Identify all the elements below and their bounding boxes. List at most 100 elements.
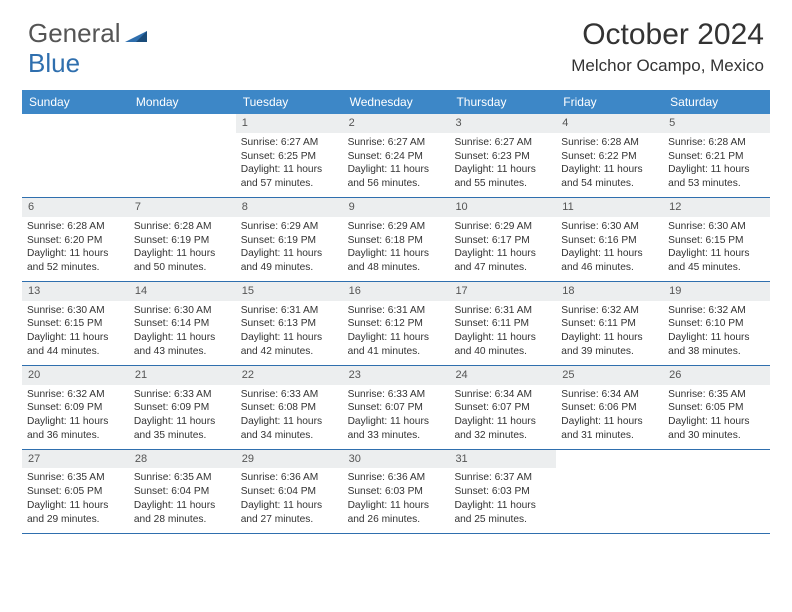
daylight-line: Daylight: 11 hours and 33 minutes. [348, 415, 445, 443]
day-number: 18 [556, 282, 663, 301]
empty-cell [663, 450, 770, 533]
day-number [556, 450, 663, 469]
daylight-line: Daylight: 11 hours and 34 minutes. [241, 415, 338, 443]
sunrise-line: Sunrise: 6:28 AM [561, 136, 658, 150]
daylight-line: Daylight: 11 hours and 38 minutes. [668, 331, 765, 359]
sunrise-line: Sunrise: 6:32 AM [561, 304, 658, 318]
sunset-line: Sunset: 6:19 PM [134, 234, 231, 248]
day-body: Sunrise: 6:30 AMSunset: 6:15 PMDaylight:… [663, 217, 770, 281]
sunrise-line: Sunrise: 6:33 AM [134, 388, 231, 402]
week-row: 27Sunrise: 6:35 AMSunset: 6:05 PMDayligh… [22, 450, 770, 534]
sunset-line: Sunset: 6:07 PM [348, 401, 445, 415]
location: Melchor Ocampo, Mexico [571, 56, 764, 76]
day-header-row: SundayMondayTuesdayWednesdayThursdayFrid… [22, 90, 770, 114]
day-number: 4 [556, 114, 663, 133]
daylight-line: Daylight: 11 hours and 50 minutes. [134, 247, 231, 275]
daylight-line: Daylight: 11 hours and 30 minutes. [668, 415, 765, 443]
day-number: 5 [663, 114, 770, 133]
day-body: Sunrise: 6:29 AMSunset: 6:17 PMDaylight:… [449, 217, 556, 281]
day-cell: 9Sunrise: 6:29 AMSunset: 6:18 PMDaylight… [343, 198, 450, 281]
day-number: 22 [236, 366, 343, 385]
day-cell: 21Sunrise: 6:33 AMSunset: 6:09 PMDayligh… [129, 366, 236, 449]
sunset-line: Sunset: 6:06 PM [561, 401, 658, 415]
sunrise-line: Sunrise: 6:28 AM [668, 136, 765, 150]
sunset-line: Sunset: 6:18 PM [348, 234, 445, 248]
day-cell: 1Sunrise: 6:27 AMSunset: 6:25 PMDaylight… [236, 114, 343, 197]
daylight-line: Daylight: 11 hours and 39 minutes. [561, 331, 658, 359]
day-number: 26 [663, 366, 770, 385]
daylight-line: Daylight: 11 hours and 41 minutes. [348, 331, 445, 359]
logo-blue-row: Blue [28, 48, 80, 79]
calendar: SundayMondayTuesdayWednesdayThursdayFrid… [22, 90, 770, 534]
daylight-line: Daylight: 11 hours and 56 minutes. [348, 163, 445, 191]
day-body: Sunrise: 6:33 AMSunset: 6:09 PMDaylight:… [129, 385, 236, 449]
daylight-line: Daylight: 11 hours and 45 minutes. [668, 247, 765, 275]
sunset-line: Sunset: 6:16 PM [561, 234, 658, 248]
daylight-line: Daylight: 11 hours and 53 minutes. [668, 163, 765, 191]
sunset-line: Sunset: 6:24 PM [348, 150, 445, 164]
day-body: Sunrise: 6:30 AMSunset: 6:14 PMDaylight:… [129, 301, 236, 365]
day-header-saturday: Saturday [663, 90, 770, 114]
day-cell: 16Sunrise: 6:31 AMSunset: 6:12 PMDayligh… [343, 282, 450, 365]
day-number: 20 [22, 366, 129, 385]
day-number: 31 [449, 450, 556, 469]
day-cell: 30Sunrise: 6:36 AMSunset: 6:03 PMDayligh… [343, 450, 450, 533]
sunset-line: Sunset: 6:22 PM [561, 150, 658, 164]
day-cell: 29Sunrise: 6:36 AMSunset: 6:04 PMDayligh… [236, 450, 343, 533]
empty-cell [129, 114, 236, 197]
day-cell: 27Sunrise: 6:35 AMSunset: 6:05 PMDayligh… [22, 450, 129, 533]
day-cell: 15Sunrise: 6:31 AMSunset: 6:13 PMDayligh… [236, 282, 343, 365]
daylight-line: Daylight: 11 hours and 49 minutes. [241, 247, 338, 275]
sunrise-line: Sunrise: 6:29 AM [454, 220, 551, 234]
day-number: 7 [129, 198, 236, 217]
day-cell: 22Sunrise: 6:33 AMSunset: 6:08 PMDayligh… [236, 366, 343, 449]
sunset-line: Sunset: 6:08 PM [241, 401, 338, 415]
sunset-line: Sunset: 6:13 PM [241, 317, 338, 331]
day-header-monday: Monday [129, 90, 236, 114]
day-cell: 5Sunrise: 6:28 AMSunset: 6:21 PMDaylight… [663, 114, 770, 197]
day-number: 17 [449, 282, 556, 301]
daylight-line: Daylight: 11 hours and 25 minutes. [454, 499, 551, 527]
sunset-line: Sunset: 6:03 PM [348, 485, 445, 499]
sunrise-line: Sunrise: 6:35 AM [134, 471, 231, 485]
sunrise-line: Sunrise: 6:28 AM [27, 220, 124, 234]
day-header-friday: Friday [556, 90, 663, 114]
day-body: Sunrise: 6:28 AMSunset: 6:20 PMDaylight:… [22, 217, 129, 281]
sunset-line: Sunset: 6:11 PM [454, 317, 551, 331]
day-header-thursday: Thursday [449, 90, 556, 114]
sunrise-line: Sunrise: 6:35 AM [27, 471, 124, 485]
day-number: 13 [22, 282, 129, 301]
week-row: 13Sunrise: 6:30 AMSunset: 6:15 PMDayligh… [22, 282, 770, 366]
day-cell: 18Sunrise: 6:32 AMSunset: 6:11 PMDayligh… [556, 282, 663, 365]
day-body: Sunrise: 6:28 AMSunset: 6:19 PMDaylight:… [129, 217, 236, 281]
day-cell: 10Sunrise: 6:29 AMSunset: 6:17 PMDayligh… [449, 198, 556, 281]
day-cell: 3Sunrise: 6:27 AMSunset: 6:23 PMDaylight… [449, 114, 556, 197]
sunrise-line: Sunrise: 6:34 AM [454, 388, 551, 402]
sunrise-line: Sunrise: 6:32 AM [27, 388, 124, 402]
sunrise-line: Sunrise: 6:29 AM [241, 220, 338, 234]
logo-text-general: General [28, 18, 121, 49]
day-body: Sunrise: 6:33 AMSunset: 6:08 PMDaylight:… [236, 385, 343, 449]
daylight-line: Daylight: 11 hours and 32 minutes. [454, 415, 551, 443]
day-body: Sunrise: 6:30 AMSunset: 6:16 PMDaylight:… [556, 217, 663, 281]
empty-cell [22, 114, 129, 197]
day-body: Sunrise: 6:37 AMSunset: 6:03 PMDaylight:… [449, 468, 556, 532]
day-body: Sunrise: 6:31 AMSunset: 6:11 PMDaylight:… [449, 301, 556, 365]
day-number: 10 [449, 198, 556, 217]
day-number: 8 [236, 198, 343, 217]
daylight-line: Daylight: 11 hours and 48 minutes. [348, 247, 445, 275]
day-body: Sunrise: 6:35 AMSunset: 6:05 PMDaylight:… [663, 385, 770, 449]
day-cell: 19Sunrise: 6:32 AMSunset: 6:10 PMDayligh… [663, 282, 770, 365]
daylight-line: Daylight: 11 hours and 44 minutes. [27, 331, 124, 359]
day-cell: 6Sunrise: 6:28 AMSunset: 6:20 PMDaylight… [22, 198, 129, 281]
day-cell: 11Sunrise: 6:30 AMSunset: 6:16 PMDayligh… [556, 198, 663, 281]
sunset-line: Sunset: 6:20 PM [27, 234, 124, 248]
daylight-line: Daylight: 11 hours and 52 minutes. [27, 247, 124, 275]
daylight-line: Daylight: 11 hours and 43 minutes. [134, 331, 231, 359]
day-cell: 7Sunrise: 6:28 AMSunset: 6:19 PMDaylight… [129, 198, 236, 281]
day-number [663, 450, 770, 469]
day-body: Sunrise: 6:36 AMSunset: 6:04 PMDaylight:… [236, 468, 343, 532]
sunrise-line: Sunrise: 6:30 AM [134, 304, 231, 318]
day-number: 11 [556, 198, 663, 217]
title-block: October 2024 Melchor Ocampo, Mexico [571, 18, 764, 76]
